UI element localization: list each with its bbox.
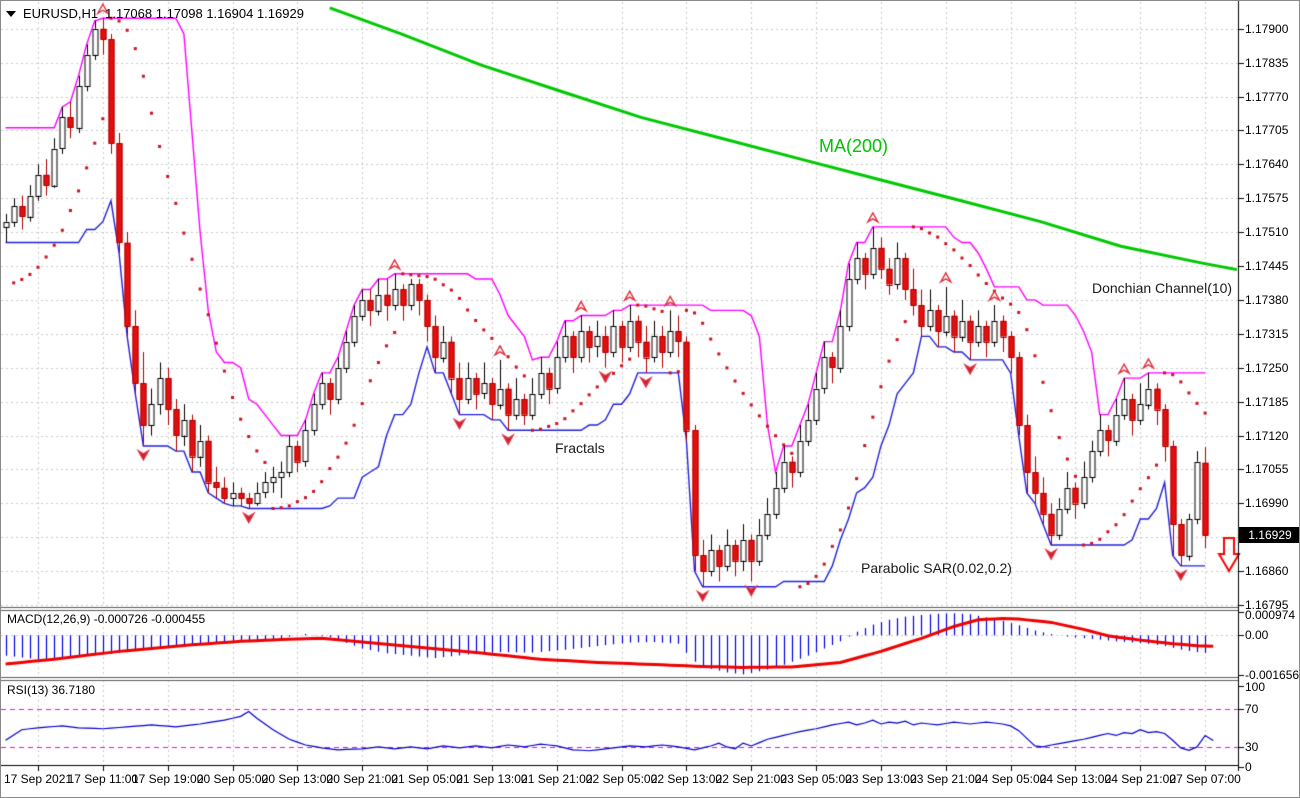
time-tick-label: 20 Sep 05:00 [196,772,269,786]
time-tick-label: 22 Sep 13:00 [650,772,723,786]
donchian-annotation: Donchian Channel(10) [1092,280,1233,296]
price-tick-label: 1.17705 [1245,123,1289,138]
price-tick-label: 1.16795 [1245,598,1289,612]
price-tick-label: 1.17640 [1245,157,1289,172]
ohlc-readout: 1.17068 1.17098 1.16904 1.16929 [105,6,304,21]
macd-tick-label: 0.00 [1245,628,1269,643]
macd-tick-label: -0.001656 [1245,668,1300,682]
time-tick-label: 17 Sep 19:00 [131,772,204,786]
price-tick-label: 1.17380 [1245,292,1289,307]
time-tick-label: 21 Sep 13:00 [456,772,528,786]
price-tick-label: 1.17185 [1245,394,1289,409]
price-tick-label: 1.16860 [1245,564,1289,579]
time-tick-label: 20 Sep 21:00 [326,772,398,786]
rsi-tick-label: 70 [1245,701,1259,716]
time-tick-label: 21 Sep 05:00 [391,772,463,786]
time-tick-label: 23 Sep 13:00 [845,772,917,786]
rsi-indicator-label: RSI(13) 36.7180 [7,683,96,697]
price-tick-label: 1.16990 [1245,496,1289,511]
rsi-tick-label: 100 [1245,680,1266,694]
price-tick-label: 1.17770 [1245,89,1289,104]
price-tick-label: 1.17575 [1245,191,1289,206]
price-tick-label: 1.17055 [1245,462,1289,477]
fractals-annotation: Fractals [555,440,605,456]
time-tick-label: 22 Sep 21:00 [715,772,787,786]
time-tick-label: 27 Sep 07:00 [1169,772,1241,786]
price-tick-label: 1.17835 [1245,55,1289,70]
time-tick-label: 20 Sep 13:00 [261,772,334,786]
time-tick-label: 24 Sep 13:00 [1039,772,1112,786]
price-tick-label: 1.17250 [1245,360,1289,375]
sar-annotation: Parabolic SAR(0.02,0.2) [861,560,1012,576]
symbol-label: EURUSD,H1 [23,6,99,21]
macd-indicator-label: MACD(12,26,9) -0.000726 -0.000455 [7,612,206,626]
price-tick-label: 1.17315 [1245,326,1289,341]
current-price-badge: 1.16929 [1239,527,1299,543]
time-tick-label: 22 Sep 05:00 [585,772,658,786]
macd-tick-label: 0.000974 [1245,608,1296,622]
time-tick-label: 17 Sep 2021 [3,772,73,786]
time-scale[interactable]: 17 Sep 2021 17 Sep 11:00 17 Sep 19:00 20 Se… [1,766,1241,797]
rsi-tick-label: 30 [1245,739,1259,754]
symbol-dropdown-icon[interactable] [6,10,16,17]
symbol-readout: EURUSD,H1 1.17068 1.17098 1.16904 1.1692… [6,6,304,21]
time-tick-label: 21 Sep 21:00 [521,772,593,786]
time-tick-label: 24 Sep 05:00 [974,772,1047,786]
time-tick-label: 24 Sep 21:00 [1104,772,1176,786]
price-tick-label: 1.17510 [1245,225,1289,240]
price-tick-label: 1.17120 [1245,428,1289,443]
price-tick-label: 1.17900 [1245,21,1289,36]
time-tick-label: 23 Sep 05:00 [780,772,852,786]
time-tick-label: 17 Sep 11:00 [67,772,139,786]
ma200-annotation: MA(200) [819,136,889,156]
rsi-tick-label: 0 [1245,760,1252,774]
price-scale[interactable]: 1.17900 1.17835 1.17770 1.17705 1.17640 1.175… [1239,1,1300,774]
time-tick-label: 23 Sep 21:00 [910,772,982,786]
price-tick-label: 1.17445 [1245,259,1289,273]
